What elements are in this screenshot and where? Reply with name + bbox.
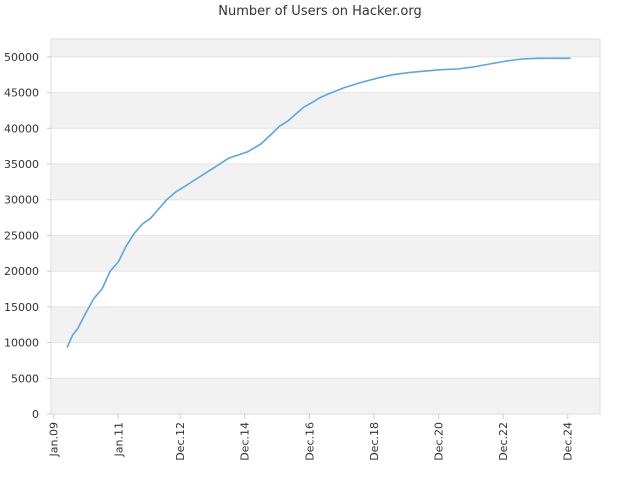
grid-band [51,128,600,164]
y-tick-label: 15000 [4,301,39,314]
y-tick-label: 30000 [4,194,39,207]
chart-title: Number of Users on Hacker.org [218,4,422,19]
x-tick-label: Jan.09 [48,422,61,457]
grid-band [51,164,600,200]
y-tick-label: 50000 [4,51,39,64]
series-group [66,57,571,348]
x-tick-label: Jan.11 [112,422,125,457]
y-tick-label: 20000 [4,265,39,278]
x-tick-label: Dec.22 [497,422,510,461]
grid-band [51,39,600,57]
grid-bands [50,38,601,415]
y-tick-label: 35000 [4,158,39,171]
x-tick-label: Dec.16 [303,422,316,461]
y-tick-label: 45000 [4,87,39,100]
y-tick-label: 25000 [4,229,39,242]
grid-band [51,378,600,414]
grid-band [51,271,600,307]
grid-band [51,342,600,379]
y-tick-label: 10000 [4,337,39,350]
x-axis: Jan.09 Jan.11 Dec.12 Dec.14 Dec.16 Dec.18 Dec.… [48,414,575,461]
x-tick-label: Dec.14 [239,422,252,461]
plot-frame [50,38,601,415]
grid-band [51,306,600,343]
series-line [66,57,571,348]
y-tick-label: 5000 [11,372,39,385]
x-tick-label: Dec.12 [174,422,187,461]
grid-band [51,235,600,272]
x-tick-label: Dec.18 [368,422,381,461]
x-tick-label: Dec.24 [562,422,575,461]
grid-band [51,56,600,93]
x-tick-label: Dec.20 [433,422,446,461]
y-tick-label: 40000 [4,122,39,135]
grid-band [51,199,600,236]
y-axis: 0 5000 10000 15000 20000 25000 30000 35000 40000… [4,51,51,421]
grid-band [51,92,600,129]
y-tick-label: 0 [32,408,39,421]
